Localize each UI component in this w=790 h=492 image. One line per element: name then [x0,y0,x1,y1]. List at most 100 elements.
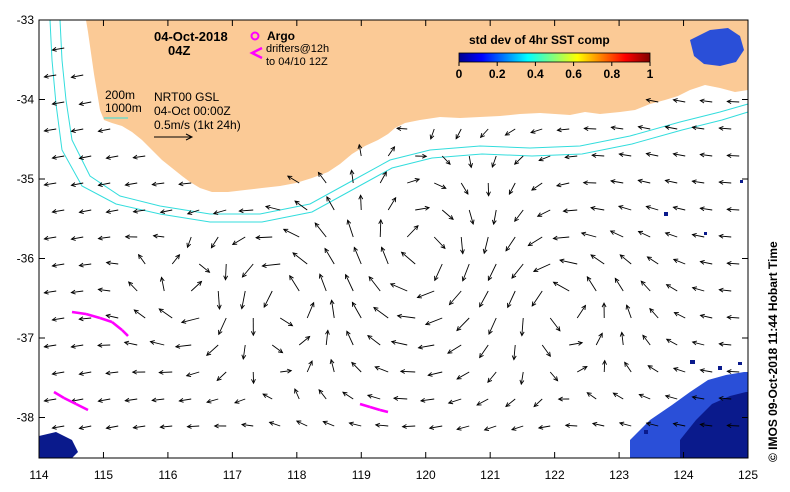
scale-arrow [154,133,194,141]
current-arrow [441,209,454,221]
current-arrow [400,251,416,265]
sst-colorbar: std dev of 4hr SST comp 0 0.2 0.4 0.6 0.8 1 [456,33,654,81]
current-arrow [664,231,678,238]
current-arrow [699,206,713,212]
drifter-segment [379,408,389,414]
current-arrow [51,155,65,160]
current-arrow [213,423,227,429]
current-arrow [353,246,362,265]
current-arrow [97,182,111,187]
current-arrow [511,263,524,279]
x-tick-label: 121 [480,468,500,482]
current-arrow [132,424,146,430]
current-arrow [373,306,389,319]
current-arrow [151,397,165,403]
current-arrow [564,154,578,160]
current-arrow [460,182,469,195]
x-tick-label: 119 [352,468,371,482]
current-arrow [487,371,497,384]
current-arrow [664,125,678,130]
current-arrow [456,371,470,380]
current-arrow [645,205,659,211]
current-arrow [78,101,92,106]
current-arrow [664,394,678,400]
current-arrow [346,330,354,346]
current-arrow [70,289,84,295]
current-arrow [289,274,300,292]
current-arrow [691,179,705,185]
current-arrow [646,256,659,265]
current-arrow [262,393,273,400]
current-arrow [726,315,740,320]
current-arrow [602,359,607,373]
current-arrow [665,338,678,346]
drifter-segment [85,312,101,320]
current-arrow [541,344,551,358]
current-arrow [396,126,408,131]
current-arrow [491,155,497,168]
current-arrow [637,125,651,130]
x-tick-label: 118 [287,468,306,482]
current-arrow [559,258,578,265]
current-arrow [70,128,84,133]
y-tick-label: -35 [17,172,35,186]
current-arrow [691,395,705,400]
current-arrow [617,205,632,211]
current-arrow [476,398,489,406]
isobath-1000m [49,19,749,223]
current-arrow [417,344,435,350]
current-arrow [392,396,408,401]
current-arrow [292,252,308,265]
current-arrow [124,397,138,403]
current-arrow [159,209,173,214]
current-arrow [368,275,381,292]
current-arrow [577,366,588,373]
current-arrow [374,366,389,373]
current-arrow [672,152,686,157]
current-arrow [699,260,713,265]
current-arrow [322,420,335,427]
current-arrow [726,369,740,374]
map-frame [38,19,749,459]
current-arrow [387,146,396,157]
current-arrow [488,317,497,336]
sst-patch-southeast-core [680,392,748,458]
drifter-track [53,390,89,412]
current-arrow [174,343,192,349]
current-arrow [504,128,516,136]
current-arrow [672,205,686,211]
current-arrow [190,280,203,292]
current-arrow [329,358,335,373]
current-arrow [455,128,462,140]
colorbar-tick-label: 0.8 [603,67,620,81]
current-arrow [43,235,57,241]
current-arrow [537,424,551,430]
current-arrow [552,235,570,241]
current-arrow [78,371,92,376]
current-arrow [238,208,254,214]
sst-speck [644,430,648,434]
current-arrow [206,398,219,404]
current-arrow [387,196,397,211]
current-arrow [519,317,525,337]
drifter-segment [63,396,77,406]
current-arrow [645,152,659,157]
current-arrow [70,343,84,349]
current-arrow [132,154,146,160]
current-arrow [428,425,443,430]
current-arrow [691,125,705,131]
current-arrow [250,317,256,337]
current-arrow [483,425,497,431]
current-arrow [105,425,119,430]
current-arrow [97,128,111,133]
current-arrow [105,260,119,266]
current-arrow [456,425,470,431]
current-arrow [159,424,173,430]
current-arrow [378,218,384,238]
current-arrow [198,263,211,273]
current-arrow [699,368,713,373]
current-arrow [642,334,651,346]
current-arrow [380,246,389,265]
current-arrow [133,309,146,319]
